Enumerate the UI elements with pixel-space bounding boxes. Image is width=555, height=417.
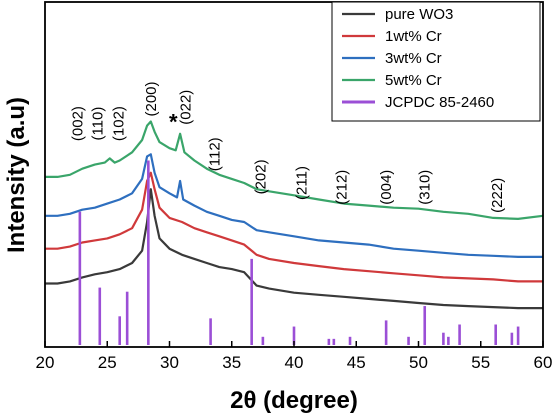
peak-label-202: (202) [252, 159, 269, 194]
series-line-1wt-cr [45, 171, 543, 283]
peak-label-102: (102) [111, 106, 128, 141]
x-tick-label-25: 25 [98, 353, 117, 372]
peak-label-200: (200) [143, 81, 160, 116]
y-axis-title: Intensity (a.u) [3, 97, 30, 253]
legend-label-3wt-cr: 3wt% Cr [385, 50, 442, 67]
peak-label-022: (022) [178, 90, 195, 125]
peak-label-002: (002) [69, 106, 86, 141]
peak-label-212: (212) [333, 170, 350, 205]
x-tick-label-55: 55 [471, 353, 490, 372]
peak-label-222: (222) [489, 178, 506, 213]
series-line-pure-wo3 [45, 188, 543, 310]
peak-label-112: (112) [206, 137, 223, 171]
x-tick-label-30: 30 [160, 353, 179, 372]
x-tick-label-20: 20 [36, 353, 55, 372]
x-tick-label-60: 60 [534, 353, 553, 372]
x-tick-label-40: 40 [285, 353, 304, 372]
x-axis-ticks: 20 25 30 35 40 45 50 55 60 [36, 341, 553, 372]
impurity-peak-asterisk: * [169, 109, 178, 134]
x-axis-title: 2θ (degree) [230, 387, 358, 414]
legend-label-5wt-cr: 5wt% Cr [385, 72, 442, 89]
peak-label-211: (211) [294, 166, 311, 200]
x-tick-label-35: 35 [222, 353, 241, 372]
plot-area [45, 120, 544, 345]
legend-label-jcpdc-85-2460: JCPDC 85-2460 [385, 94, 494, 111]
peak-label-110: (110) [89, 107, 106, 141]
x-tick-label-45: 45 [347, 353, 366, 372]
series-line-3wt-cr [45, 153, 543, 258]
peak-labels: (002) (110) (102) (200) (022)* (112) (202) (211… [69, 81, 506, 213]
peak-label-004: (004) [378, 170, 395, 205]
series-line-5wt-cr [45, 120, 544, 220]
peak-label-310: (310) [417, 170, 434, 205]
legend: pure WO3 1wt% Cr 3wt% Cr 5wt% Cr JCPDC 85-24… [331, 1, 541, 122]
legend-label-1wt-cr: 1wt% Cr [385, 28, 442, 45]
x-tick-label-50: 50 [409, 353, 428, 372]
legend-label-pure-wo3: pure WO3 [385, 6, 453, 23]
